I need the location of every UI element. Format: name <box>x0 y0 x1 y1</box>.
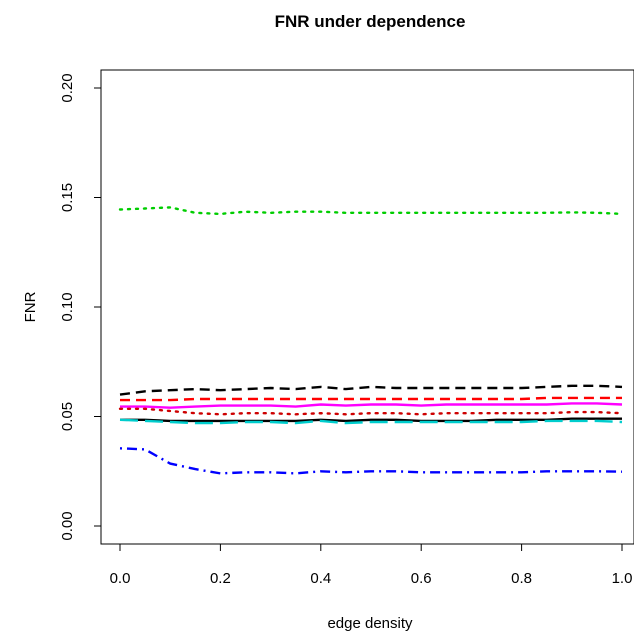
x-tick-label: 1.0 <box>612 570 633 587</box>
y-tick-label: 0.00 <box>59 511 76 540</box>
plot-frame <box>100 69 634 545</box>
chart-title: FNR under dependence <box>275 12 466 31</box>
y-tick-label: 0.20 <box>59 73 76 102</box>
series-line-8 <box>119 447 623 475</box>
series-line-4 <box>120 402 623 409</box>
x-axis: 0.0 0.2 0.4 0.6 0.8 1.0 <box>110 543 633 587</box>
x-tick-label: 0.4 <box>310 570 331 587</box>
y-tick-label: 0.05 <box>59 402 76 431</box>
series-line-1 <box>118 206 624 216</box>
y-axis: 0.00 0.05 0.10 0.15 0.20 <box>59 73 102 541</box>
series-line-7 <box>119 418 623 425</box>
x-tick-label: 0.6 <box>411 570 432 587</box>
series-line-6 <box>120 417 622 423</box>
series-line-3 <box>120 396 622 402</box>
x-axis-title: edge density <box>327 615 413 632</box>
y-tick-label: 0.10 <box>59 292 76 321</box>
series-line-5 <box>118 407 624 416</box>
x-tick-label: 0.0 <box>110 570 131 587</box>
series-line-2 <box>119 384 623 396</box>
series-group <box>118 206 624 475</box>
y-tick-label: 0.15 <box>59 183 76 212</box>
x-tick-label: 0.2 <box>210 570 231 587</box>
x-tick-label: 0.8 <box>511 570 532 587</box>
y-axis-title: FNR <box>22 291 39 322</box>
